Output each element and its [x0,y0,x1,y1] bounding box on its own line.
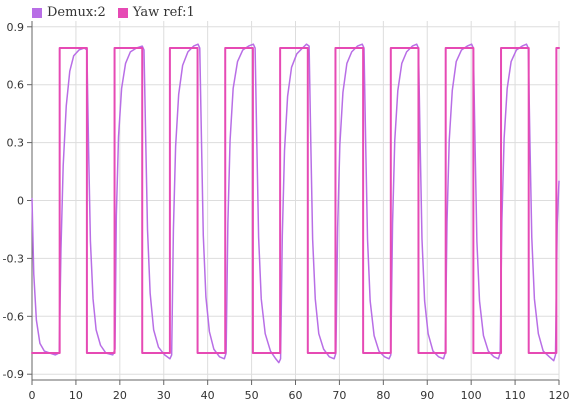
y-tick-label: -0.3 [3,252,24,265]
yaw-ref-line [31,47,560,354]
legend-label-yaw-ref: Yaw ref:1 [132,5,195,20]
legend-label-demux: Demux:2 [47,5,106,20]
x-tick-label: 60 [289,389,303,402]
x-tick-label: 20 [113,389,127,402]
x-tick-label: 70 [332,389,346,402]
y-tick-label: 0 [17,195,24,208]
y-tick-label: 0.6 [7,79,25,92]
series-layer [31,43,560,364]
y-tick-label: 0.3 [7,137,25,150]
x-tick-label: 120 [549,389,570,402]
x-tick-label: 10 [69,389,83,402]
x-tick-label: 80 [376,389,390,402]
y-tick-label: 0.9 [7,21,25,34]
legend-swatch-demux [32,7,42,18]
x-tick-label: 90 [420,389,434,402]
x-tick-label: 30 [157,389,171,402]
x-tick-label: 110 [505,389,526,402]
x-tick-label: 100 [461,389,482,402]
tick-layer: 0 10 20 30 40 50 60 70 80 90 100 110 120 0.9 0.6 0.3 0 -0… [3,21,570,402]
chart-legend: Demux:2 Yaw ref:1 [32,6,195,19]
legend-item-demux: Demux:2 [32,6,106,19]
y-tick-label: -0.6 [3,310,24,323]
x-tick-label: 0 [29,389,36,402]
x-tick-label: 50 [245,389,259,402]
legend-swatch-yaw-ref [117,7,128,18]
grid-layer [31,21,560,380]
x-tick-label: 40 [201,389,215,402]
y-tick-label: -0.9 [3,368,24,381]
legend-item-yaw-ref: Yaw ref:1 [117,5,195,20]
